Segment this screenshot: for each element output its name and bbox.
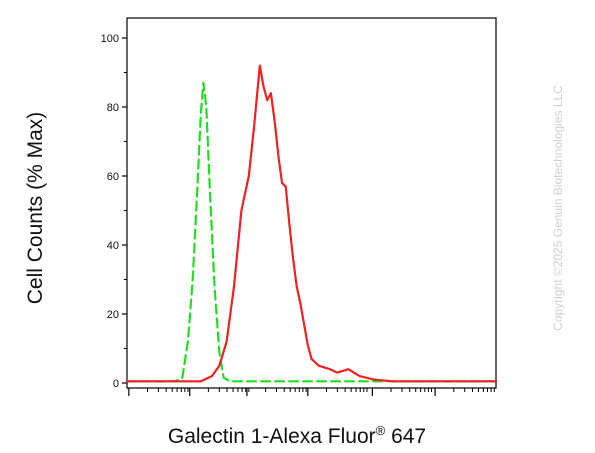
plot-frame (126, 17, 497, 389)
copyright-watermark: Copyright ©2025 Genuin Biotechnologies L… (551, 85, 565, 331)
y-tick-label: 60 (107, 171, 119, 183)
y-tick-label: 100 (101, 33, 119, 45)
series-group (125, 64, 498, 383)
y-tick-label: 0 (113, 378, 119, 390)
x-axis-title: Galectin 1-Alexa Fluor® 647 (168, 423, 426, 448)
y-axis-ticks: 0 20 40 60 80 100 (101, 33, 127, 390)
x-axis-title-registered: ® (376, 423, 386, 438)
y-tick-label: 20 (107, 309, 119, 321)
y-axis-title: Cell Counts (% Max) (24, 112, 47, 305)
series-line-dashed (125, 81, 498, 383)
y-tick-label: 40 (107, 240, 119, 252)
plot-area (126, 17, 497, 389)
series-line-solid (125, 64, 498, 383)
x-axis-title-main: Galectin 1-Alexa Fluor (168, 425, 376, 448)
x-axis-title-suffix: 647 (385, 425, 426, 448)
x-axis-ticks (128, 388, 495, 396)
y-tick-label: 80 (107, 102, 119, 114)
